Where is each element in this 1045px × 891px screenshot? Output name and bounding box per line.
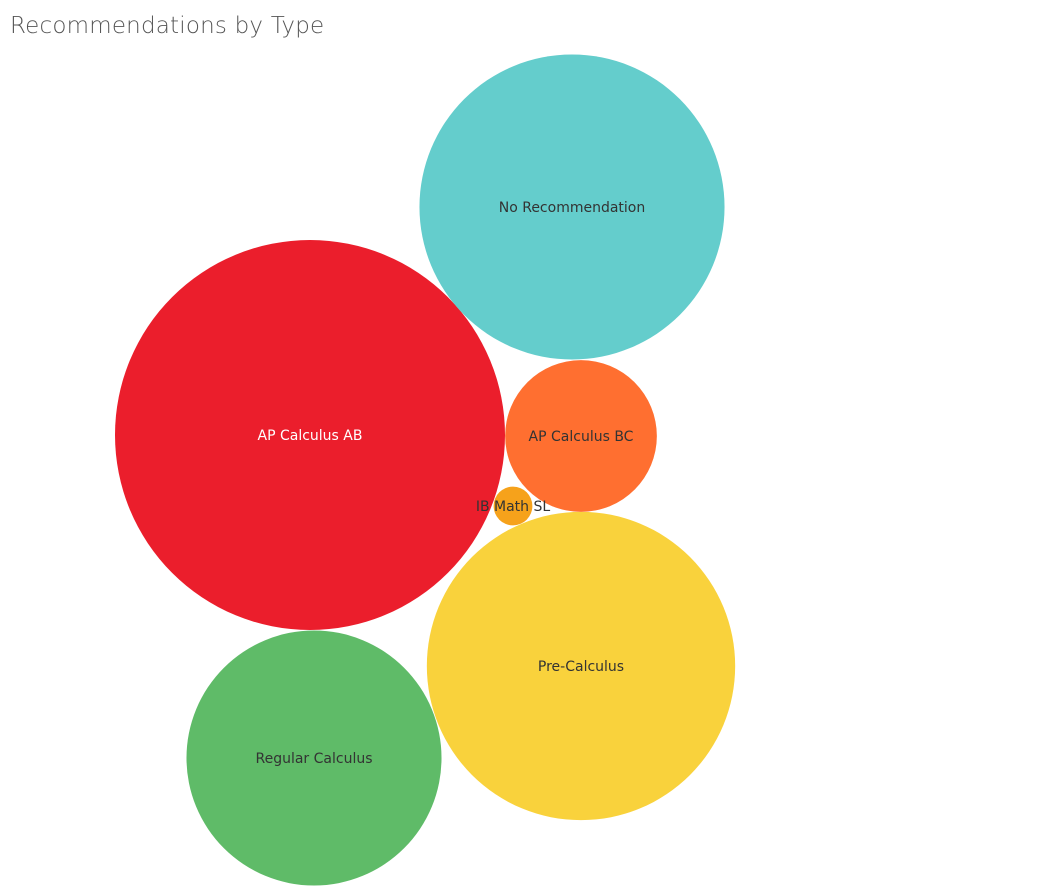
bubble-label-ib-math-sl: IB Math SL [476, 499, 551, 515]
bubble-ap-calculus-ab[interactable] [115, 240, 505, 630]
bubble-label-regular-calculus: Regular Calculus [255, 751, 372, 767]
bubble-no-recommendation[interactable] [419, 54, 725, 360]
bubble-regular-calculus[interactable] [186, 630, 442, 886]
bubble-label-pre-calculus: Pre-Calculus [538, 659, 624, 675]
bubble-pre-calculus[interactable] [426, 511, 736, 821]
bubble-label-no-recommendation: No Recommendation [499, 200, 646, 216]
bubble-ap-calculus-bc[interactable] [505, 360, 657, 512]
bubble-label-ap-calculus-ab: AP Calculus AB [258, 428, 363, 444]
chart-title: Recommendations by Type [10, 13, 325, 39]
bubble-label-ap-calculus-bc: AP Calculus BC [529, 429, 634, 445]
bubble-ib-math-sl[interactable] [493, 486, 533, 526]
